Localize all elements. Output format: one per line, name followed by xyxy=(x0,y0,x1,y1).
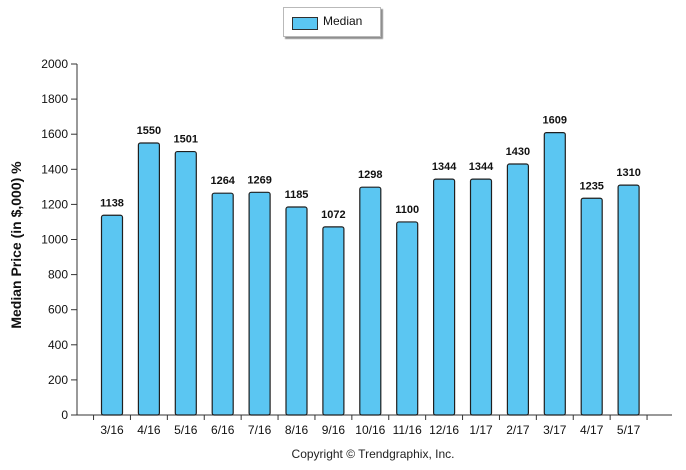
bar-value-label: 1185 xyxy=(285,189,309,201)
x-tick-label: 4/16 xyxy=(137,423,161,437)
x-tick-label: 4/17 xyxy=(580,423,604,437)
bar xyxy=(100,214,124,416)
x-tick-label: 12/16 xyxy=(429,423,459,437)
x-tick-label: 10/16 xyxy=(355,423,385,437)
x-tick-label: 2/17 xyxy=(506,423,530,437)
y-tick-label: 1200 xyxy=(41,197,68,211)
bar xyxy=(506,163,529,416)
y-tick-label: 200 xyxy=(48,373,68,387)
bar-value-label: 1344 xyxy=(469,161,494,173)
bar-value-label: 1609 xyxy=(543,115,567,127)
bar xyxy=(174,150,197,416)
bar xyxy=(580,197,603,416)
bar-value-label: 1269 xyxy=(247,174,271,186)
bar-value-label: 1298 xyxy=(358,169,382,181)
legend-label: Median xyxy=(323,14,363,28)
y-tick-label: 2000 xyxy=(41,57,68,71)
bar-value-label: 1072 xyxy=(321,209,345,221)
bar-value-label: 1138 xyxy=(100,197,124,209)
x-tick-label: 5/16 xyxy=(174,423,198,437)
bar-value-label: 1501 xyxy=(174,134,198,146)
bar xyxy=(137,142,160,416)
y-tick-label: 1000 xyxy=(41,233,68,247)
y-tick-label: 1400 xyxy=(41,162,68,176)
bar-value-label: 1310 xyxy=(616,167,640,179)
copyright-text: Copyright © Trendgraphix, Inc. xyxy=(291,447,455,461)
bar xyxy=(359,186,382,416)
y-tick-label: 1600 xyxy=(41,127,68,141)
bar xyxy=(248,191,271,416)
y-tick-label: 400 xyxy=(48,338,68,352)
x-tick-label: 5/17 xyxy=(617,423,641,437)
y-tick-label: 600 xyxy=(48,303,68,317)
x-tick-label: 1/17 xyxy=(469,423,493,437)
x-tick-label: 3/16 xyxy=(100,423,124,437)
y-tick-label: 0 xyxy=(61,408,68,422)
bar-value-label: 1344 xyxy=(432,161,457,173)
bar-value-label: 1100 xyxy=(395,204,419,216)
bar-value-label: 1235 xyxy=(579,180,603,192)
x-tick-label: 11/16 xyxy=(393,423,422,437)
bar xyxy=(285,206,308,416)
bar-value-label: 1264 xyxy=(210,175,235,187)
x-tick-label: 9/16 xyxy=(322,423,346,437)
bar xyxy=(322,226,345,416)
bar-value-label: 1550 xyxy=(137,125,161,137)
x-tick-label: 6/16 xyxy=(211,423,235,437)
legend: Median xyxy=(283,7,381,37)
bar xyxy=(543,132,566,416)
bar xyxy=(617,184,640,416)
legend-swatch xyxy=(292,17,318,30)
bar xyxy=(396,221,419,416)
bar xyxy=(211,192,234,416)
bar-value-label: 1430 xyxy=(506,146,530,158)
y-tick-label: 800 xyxy=(48,268,68,282)
bar xyxy=(469,178,493,416)
x-tick-label: 7/16 xyxy=(248,423,272,437)
bar xyxy=(433,178,456,416)
x-tick-label: 8/16 xyxy=(285,423,309,437)
x-tick-label: 3/17 xyxy=(543,423,567,437)
y-tick-label: 1800 xyxy=(41,92,68,106)
